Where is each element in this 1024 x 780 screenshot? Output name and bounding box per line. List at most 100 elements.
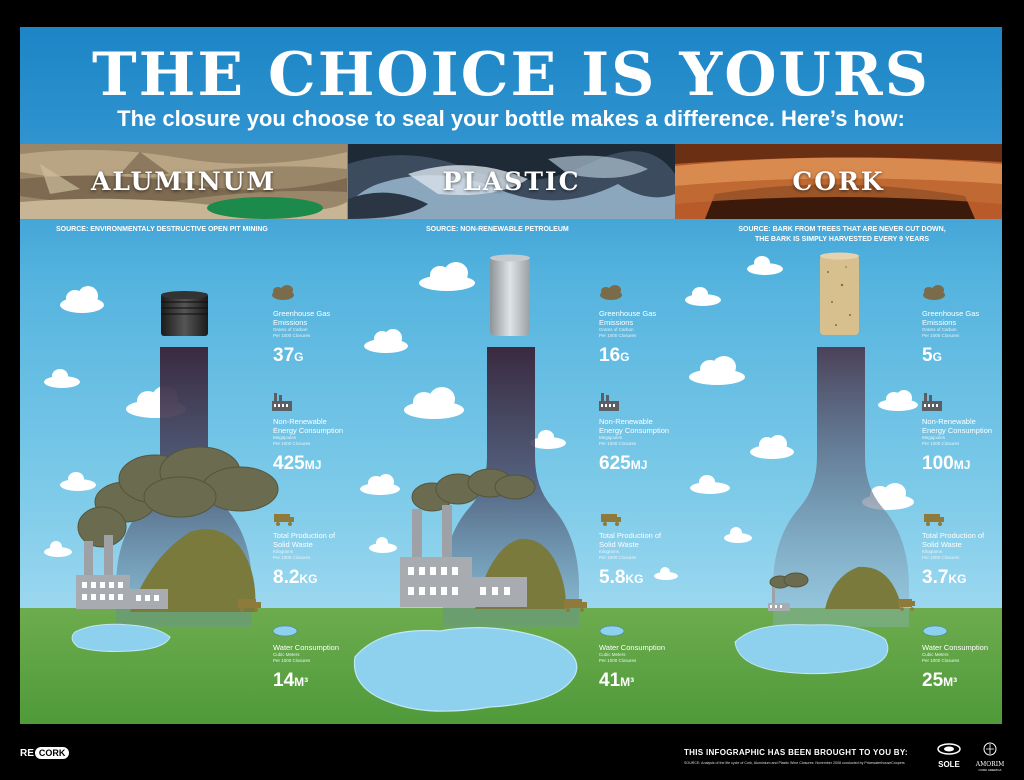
stat-label: Total Production of xyxy=(922,531,985,540)
cloud-icon xyxy=(364,329,408,353)
cloud-icon xyxy=(878,390,918,411)
cloud-icon xyxy=(44,541,72,557)
stat-unit-note: Megajoules xyxy=(599,435,623,440)
stat-label: Water Consumption xyxy=(273,643,339,652)
cork-waste-heap xyxy=(825,566,901,609)
stat-value: 5G xyxy=(922,345,942,368)
sole-swirl-icon xyxy=(937,743,961,755)
stat-label: Non-Renewable xyxy=(599,417,653,426)
stat-unit: G xyxy=(294,350,304,364)
stat-unit-note: Per 1000 Closures xyxy=(599,441,637,446)
stat-unit-note: Kilograms xyxy=(273,549,294,554)
stat-unit: MJ xyxy=(630,458,648,472)
screw-cap-icon xyxy=(161,291,208,336)
page-subtitle: The closure you choose to seal your bott… xyxy=(117,106,905,131)
stat-label-line2: Emissions xyxy=(273,318,308,327)
stat-number: 625 xyxy=(599,453,631,474)
puddle-icon xyxy=(922,625,948,637)
stat-unit: M³ xyxy=(620,675,635,689)
stat-unit-note: Per 1000 Closures xyxy=(273,658,311,663)
stat-unit-note: Cubic Meters xyxy=(599,652,626,657)
stat-unit-note: Kilograms xyxy=(599,549,620,554)
stat-number: 16 xyxy=(599,345,621,366)
aluminum-water-puddle xyxy=(71,623,171,652)
stat-unit-note: Megajoules xyxy=(273,435,297,440)
stat-label: Water Consumption xyxy=(599,643,665,652)
cloud-icon xyxy=(750,435,794,459)
page-title: THE CHOICE IS YOURS xyxy=(91,40,930,110)
stat-label: Non-Renewable xyxy=(273,417,327,426)
open-pit-mine-image xyxy=(20,144,347,219)
stat-value: 16G xyxy=(599,345,629,368)
stat-label-line2: Energy Consumption xyxy=(273,426,344,435)
cork-water-puddle xyxy=(734,624,889,675)
plastic-stopper-icon xyxy=(490,254,530,336)
plastic-header-band: PLASTIC xyxy=(348,144,675,219)
cloud-icon xyxy=(404,387,464,419)
stat-unit-note: Kilograms xyxy=(922,549,943,554)
stat-label-line2: Emissions xyxy=(599,318,634,327)
stat-label-line2: Solid Waste xyxy=(599,540,639,549)
puddle-icon xyxy=(599,625,625,637)
stat-value: 41M³ xyxy=(599,670,634,693)
recork-logo: RE CORK xyxy=(20,745,80,761)
stat-number: 8.2 xyxy=(273,567,300,588)
aluminum-smoke xyxy=(77,446,279,548)
stat-label: Total Production of xyxy=(599,531,662,540)
cloud-icon xyxy=(60,472,96,491)
puddle-icon xyxy=(272,625,298,637)
stat-label: Water Consumption xyxy=(922,643,988,652)
stat-label-line2: Energy Consumption xyxy=(599,426,670,435)
stat-unit: M³ xyxy=(943,675,958,689)
stat-unit: G xyxy=(932,350,942,364)
stat-unit-note: Megajoules xyxy=(922,435,946,440)
cork-dump-truck xyxy=(898,599,915,611)
cloud-icon xyxy=(654,567,678,580)
stat-unit-note: Cubic Meters xyxy=(273,652,300,657)
cork-bark-image xyxy=(675,144,1002,219)
factory-icon xyxy=(599,393,619,411)
stat-value: 425MJ xyxy=(273,453,321,476)
stat-unit: G xyxy=(620,350,630,364)
factory-icon xyxy=(272,393,292,411)
amorim-text: AMORIM xyxy=(975,761,1005,768)
stat-number: 37 xyxy=(273,345,295,366)
logo-re-text: RE xyxy=(20,747,34,759)
stat-unit-note: Cubic Meters xyxy=(922,652,949,657)
cloud-icon xyxy=(60,286,104,313)
amorim-logo: AMORIM CORK AMERICA xyxy=(970,742,1010,772)
stat-unit: KG xyxy=(625,572,644,586)
aluminum-label: ALUMINUM xyxy=(90,167,277,196)
amorim-subtext: CORK AMERICA xyxy=(978,768,1002,772)
stat-label: Non-Renewable xyxy=(922,417,976,426)
footer-source-note: SOURCE: Analysis of the life cycle of Co… xyxy=(684,761,905,765)
stat-unit-note: Per 1000 Closures xyxy=(922,658,960,663)
cork-source-line2: THE BARK IS SIMPLY HARVESTED EVERY 9 YEA… xyxy=(754,236,929,243)
plastic-label: PLASTIC xyxy=(442,167,581,196)
stat-unit: MJ xyxy=(953,458,971,472)
cloud-icon xyxy=(923,285,945,300)
stat-unit-note: Per 1000 Closures xyxy=(273,555,311,560)
cloud-icon xyxy=(360,474,400,495)
aluminum-factory xyxy=(76,535,168,609)
stat-value: 25M³ xyxy=(922,670,957,693)
stat-unit-note: Grams of Carbon xyxy=(922,327,957,332)
dump-truck-icon xyxy=(601,514,621,526)
stat-unit-note: Per 1000 Closures xyxy=(599,658,637,663)
cork-label: CORK xyxy=(792,167,885,196)
stat-number: 25 xyxy=(922,670,944,691)
stat-label: Greenhouse Gas xyxy=(922,309,980,318)
stat-unit: KG xyxy=(948,572,967,586)
cloud-icon xyxy=(690,475,730,494)
plastic-dump-truck xyxy=(564,599,587,612)
cork-factory xyxy=(768,587,790,611)
stat-label: Total Production of xyxy=(273,531,336,540)
stat-unit-note: Per 1000 Closures xyxy=(922,441,960,446)
scene-illustration xyxy=(44,252,948,712)
stat-number: 3.7 xyxy=(922,567,949,588)
cork-stopper-icon xyxy=(820,252,859,335)
stat-unit-note: Per 1000 Closures xyxy=(273,333,311,338)
stat-unit-note: Per 1000 Closures xyxy=(922,555,960,560)
stat-value: 37G xyxy=(273,345,303,368)
stat-value: 100MJ xyxy=(922,453,970,476)
